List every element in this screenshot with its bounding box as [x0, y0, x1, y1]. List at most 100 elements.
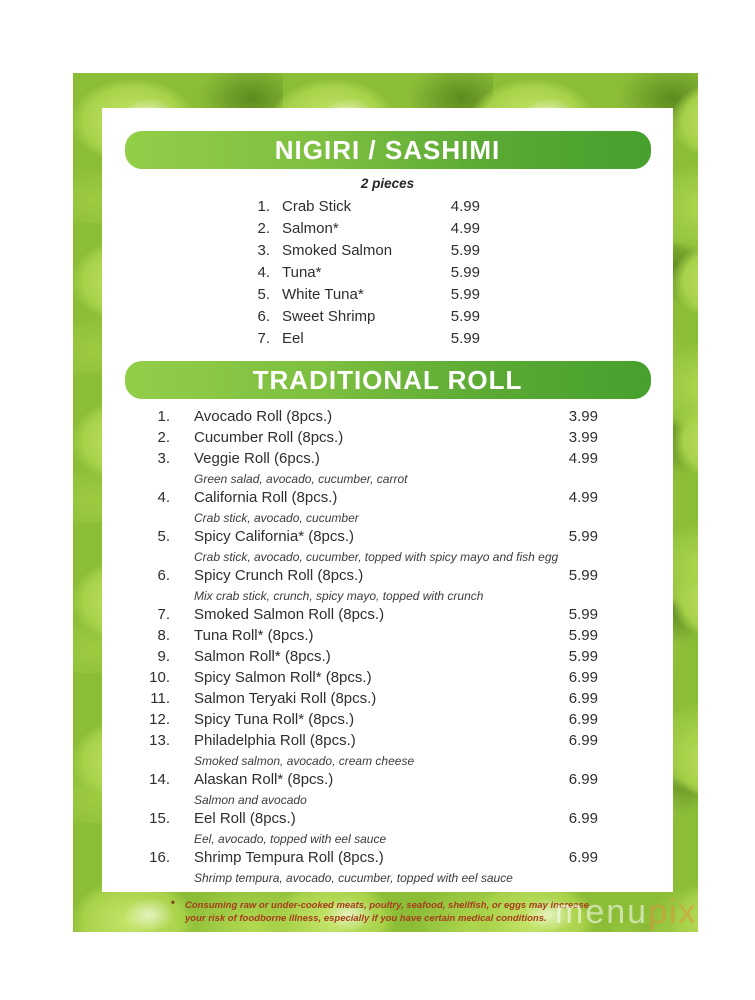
- item-description: Shrimp tempura, avocado, cucumber, toppe…: [194, 871, 513, 885]
- item-description: Crab stick, avocado, cucumber, topped wi…: [194, 550, 559, 564]
- menu-item-row: 12. Spicy Tuna Roll* (8pcs.) 6.99: [102, 711, 673, 732]
- nigiri-subtitle: 2 pieces: [360, 176, 415, 191]
- nigiri-item-list: 1. Crab Stick 4.99 2. Salmon* 4.99 3. Sm…: [102, 198, 673, 352]
- item-price: 3.99: [568, 429, 598, 446]
- menu-item-row: 4. California Roll (8pcs.) 4.99: [102, 489, 673, 510]
- item-price: 5.99: [450, 330, 480, 347]
- disclaimer-text: Consuming raw or under-cooked meats, pou…: [185, 900, 590, 924]
- item-price: 5.99: [568, 627, 598, 644]
- item-name: Cucumber Roll (8pcs.): [194, 429, 344, 446]
- menu-item-row: 7. Eel 5.99: [102, 330, 673, 352]
- item-name: White Tuna*: [282, 286, 364, 303]
- item-price: 5.99: [450, 264, 480, 281]
- item-price: 4.99: [450, 220, 480, 237]
- menu-item: 1. Avocado Roll (8pcs.) 3.99: [102, 408, 673, 429]
- section-title-nigiri: NIGIRI / SASHIMI: [274, 135, 501, 165]
- item-number: 3.: [157, 450, 170, 467]
- menu-item-row: 3. Smoked Salmon 5.99: [102, 242, 673, 264]
- item-price: 6.99: [568, 771, 598, 788]
- menu-item-row: 1. Crab Stick 4.99: [102, 198, 673, 220]
- section-header-traditional: TRADITIONAL ROLL: [124, 361, 651, 399]
- menu-item-row: 11. Salmon Teryaki Roll (8pcs.) 6.99: [102, 690, 673, 711]
- menu-item: 2. Cucumber Roll (8pcs.) 3.99: [102, 429, 673, 450]
- item-price: 6.99: [568, 690, 598, 707]
- menu-item-row: 8. Tuna Roll* (8pcs.) 5.99: [102, 627, 673, 648]
- item-name: Avocado Roll (8pcs.): [194, 408, 333, 425]
- menu-item: 4. California Roll (8pcs.) 4.99 Crab sti…: [102, 489, 673, 526]
- menu-item: 6. Spicy Crunch Roll (8pcs.) 5.99 Mix cr…: [102, 567, 673, 604]
- item-name: Smoked Salmon: [282, 242, 393, 259]
- item-number: 4.: [157, 489, 170, 506]
- watermark-text-pix: pix: [648, 893, 698, 931]
- item-number: 14.: [149, 771, 170, 788]
- item-name: Philadelphia Roll (8pcs.): [194, 732, 356, 749]
- item-name: California Roll (8pcs.): [194, 489, 338, 506]
- item-number: 11.: [150, 690, 170, 707]
- menupix-watermark: menupix: [555, 893, 698, 931]
- item-name: Smoked Salmon Roll (8pcs.): [194, 606, 385, 623]
- menu-item: 11. Salmon Teryaki Roll (8pcs.) 6.99: [102, 690, 673, 711]
- item-number: 16.: [149, 849, 170, 866]
- traditional-item-list: 1. Avocado Roll (8pcs.) 3.99 2. Cucumber…: [102, 408, 673, 886]
- item-number: 12.: [149, 711, 170, 728]
- menu-item-row: 5. Spicy California* (8pcs.) 5.99: [102, 528, 673, 549]
- menu-item-row: 1. Avocado Roll (8pcs.) 3.99: [102, 408, 673, 429]
- item-name: Eel Roll (8pcs.): [194, 810, 296, 827]
- menu-item-row: 16. Shrimp Tempura Roll (8pcs.) 6.99: [102, 849, 673, 870]
- item-name: Veggie Roll (6pcs.): [194, 450, 320, 467]
- menu-item: 3. Veggie Roll (6pcs.) 4.99 Green salad,…: [102, 450, 673, 487]
- menu-item: 9. Salmon Roll* (8pcs.) 5.99: [102, 648, 673, 669]
- item-description: Smoked salmon, avocado, cream cheese: [194, 754, 415, 768]
- menu-item-row: 15. Eel Roll (8pcs.) 6.99: [102, 810, 673, 831]
- menu-item-row: 6. Spicy Crunch Roll (8pcs.) 5.99: [102, 567, 673, 588]
- item-name: Salmon Teryaki Roll (8pcs.): [194, 690, 377, 707]
- item-number: 4.: [257, 264, 270, 281]
- item-name: Spicy Salmon Roll* (8pcs.): [194, 669, 372, 686]
- menu-card: NIGIRI / SASHIMI 2 pieces 1. Crab Stick …: [102, 108, 673, 892]
- item-price: 4.99: [568, 489, 598, 506]
- item-number: 9.: [157, 648, 170, 665]
- item-price: 5.99: [568, 648, 598, 665]
- menu-item-row: 9. Salmon Roll* (8pcs.) 5.99: [102, 648, 673, 669]
- menu-item: 14. Alaskan Roll* (8pcs.) 6.99 Salmon an…: [102, 771, 673, 808]
- menu-item: 7. Smoked Salmon Roll (8pcs.) 5.99: [102, 606, 673, 627]
- edamame-photo-border: NIGIRI / SASHIMI 2 pieces 1. Crab Stick …: [73, 73, 698, 932]
- menu-item-row: 2. Salmon* 4.99: [102, 220, 673, 242]
- item-price: 4.99: [568, 450, 598, 467]
- item-description: Eel, avocado, topped with eel sauce: [194, 832, 387, 846]
- item-number: 7.: [157, 606, 170, 623]
- item-price: 6.99: [568, 810, 598, 827]
- item-number: 6.: [257, 308, 270, 325]
- item-description: Salmon and avocado: [194, 793, 307, 807]
- item-price: 6.99: [568, 849, 598, 866]
- item-number: 1.: [157, 408, 170, 425]
- menu-item: 12. Spicy Tuna Roll* (8pcs.) 6.99: [102, 711, 673, 732]
- item-name: Shrimp Tempura Roll (8pcs.): [194, 849, 384, 866]
- item-number: 1.: [257, 198, 270, 215]
- item-number: 2.: [157, 429, 170, 446]
- item-description: Mix crab stick, crunch, spicy mayo, topp…: [194, 589, 484, 603]
- section-title-traditional: TRADITIONAL ROLL: [252, 365, 523, 395]
- item-number: 2.: [257, 220, 270, 237]
- item-name: Tuna*: [282, 264, 322, 281]
- menu-item: 8. Tuna Roll* (8pcs.) 5.99: [102, 627, 673, 648]
- allergen-disclaimer: * Consuming raw or under-cooked meats, p…: [171, 899, 605, 925]
- menu-item-row: 4. Tuna* 5.99: [102, 264, 673, 286]
- menu-item: 16. Shrimp Tempura Roll (8pcs.) 6.99 Shr…: [102, 849, 673, 886]
- section-header-nigiri: NIGIRI / SASHIMI: [124, 131, 651, 169]
- item-name: Eel: [282, 330, 304, 347]
- asterisk-marker: *: [171, 899, 175, 910]
- item-number: 3.: [257, 242, 270, 259]
- item-name: Crab Stick: [282, 198, 352, 215]
- item-price: 5.99: [568, 606, 598, 623]
- menu-item-row: 5. White Tuna* 5.99: [102, 286, 673, 308]
- item-name: Spicy Crunch Roll (8pcs.): [194, 567, 364, 584]
- item-number: 13.: [149, 732, 170, 749]
- menu-item: 13. Philadelphia Roll (8pcs.) 6.99 Smoke…: [102, 732, 673, 769]
- item-number: 6.: [157, 567, 170, 584]
- item-number: 5.: [157, 528, 170, 545]
- item-price: 5.99: [568, 567, 598, 584]
- menu-item: 15. Eel Roll (8pcs.) 6.99 Eel, avocado, …: [102, 810, 673, 847]
- item-description: Crab stick, avocado, cucumber: [194, 511, 359, 525]
